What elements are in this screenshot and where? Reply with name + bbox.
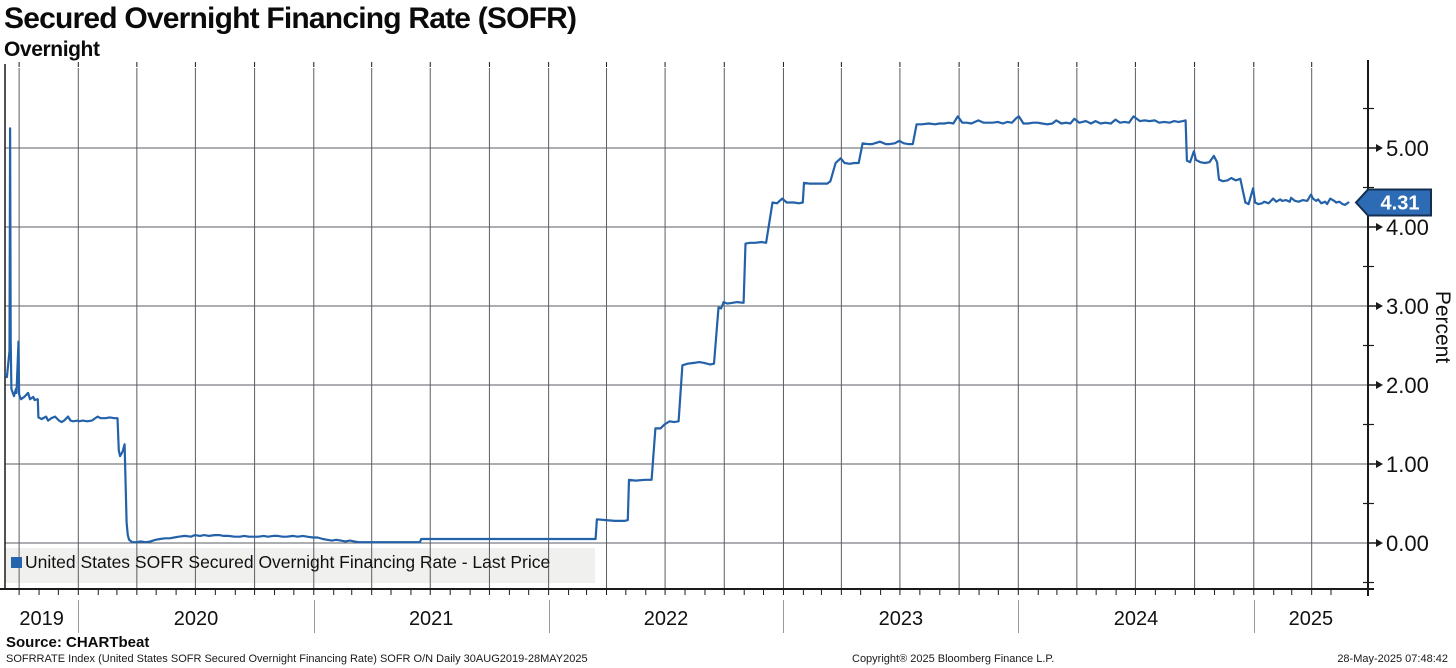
timestamp-label: 28-May-2025 07:48:42 xyxy=(1337,653,1448,665)
copyright-label: Copyright® 2025 Bloomberg Finance L.P. xyxy=(852,653,1055,665)
page-title: Secured Overnight Financing Rate (SOFR) xyxy=(4,2,577,35)
legend-background xyxy=(5,548,595,583)
y-tick-label: 5.00 xyxy=(1386,136,1429,161)
legend-label: United States SOFR Secured Overnight Fin… xyxy=(25,552,551,572)
x-year-label: 2024 xyxy=(1113,608,1159,630)
last-price-badge xyxy=(1354,188,1432,217)
x-year-label: 2022 xyxy=(643,608,689,630)
legend: United States SOFR Secured Overnight Fin… xyxy=(11,552,550,573)
y-tick-arrow-icon xyxy=(1376,381,1383,389)
x-year-separator xyxy=(78,600,80,633)
x-year-separator xyxy=(1018,600,1020,633)
x-year-label: 2021 xyxy=(408,608,454,630)
x-year-label: 2025 xyxy=(1288,608,1334,630)
y-tick-label: 1.00 xyxy=(1386,452,1429,477)
y-tick-label: 0.00 xyxy=(1386,531,1429,556)
y-tick-arrow-icon xyxy=(1376,302,1383,310)
x-year-label: 2023 xyxy=(878,608,924,630)
x-year-label: 2020 xyxy=(173,608,219,630)
legend-marker-icon xyxy=(11,557,22,568)
y-tick-arrow-icon xyxy=(1376,144,1383,152)
y-tick-label: 4.00 xyxy=(1386,215,1429,240)
x-year-separator xyxy=(313,600,315,633)
y-tick-arrow-icon xyxy=(1376,460,1383,468)
y-tick-arrow-icon xyxy=(1376,223,1383,231)
x-year-label: 2019 xyxy=(19,608,64,630)
x-year-separator xyxy=(548,600,550,633)
y-axis-title: Percent xyxy=(1431,290,1454,364)
y-tick-label: 2.00 xyxy=(1386,373,1429,398)
y-tick-label: 3.00 xyxy=(1386,294,1429,319)
x-year-separator xyxy=(783,600,785,633)
series-line xyxy=(5,115,1350,544)
x-year-separator xyxy=(1253,600,1255,633)
last-price-badge-label: 4.31 xyxy=(1381,193,1420,215)
page-subtitle: Overnight xyxy=(4,38,100,61)
source-label: Source: CHARTbeat xyxy=(6,634,150,651)
ticker-description: SOFRRATE Index (United States SOFR Secur… xyxy=(6,653,588,665)
y-tick-arrow-icon xyxy=(1376,539,1383,547)
